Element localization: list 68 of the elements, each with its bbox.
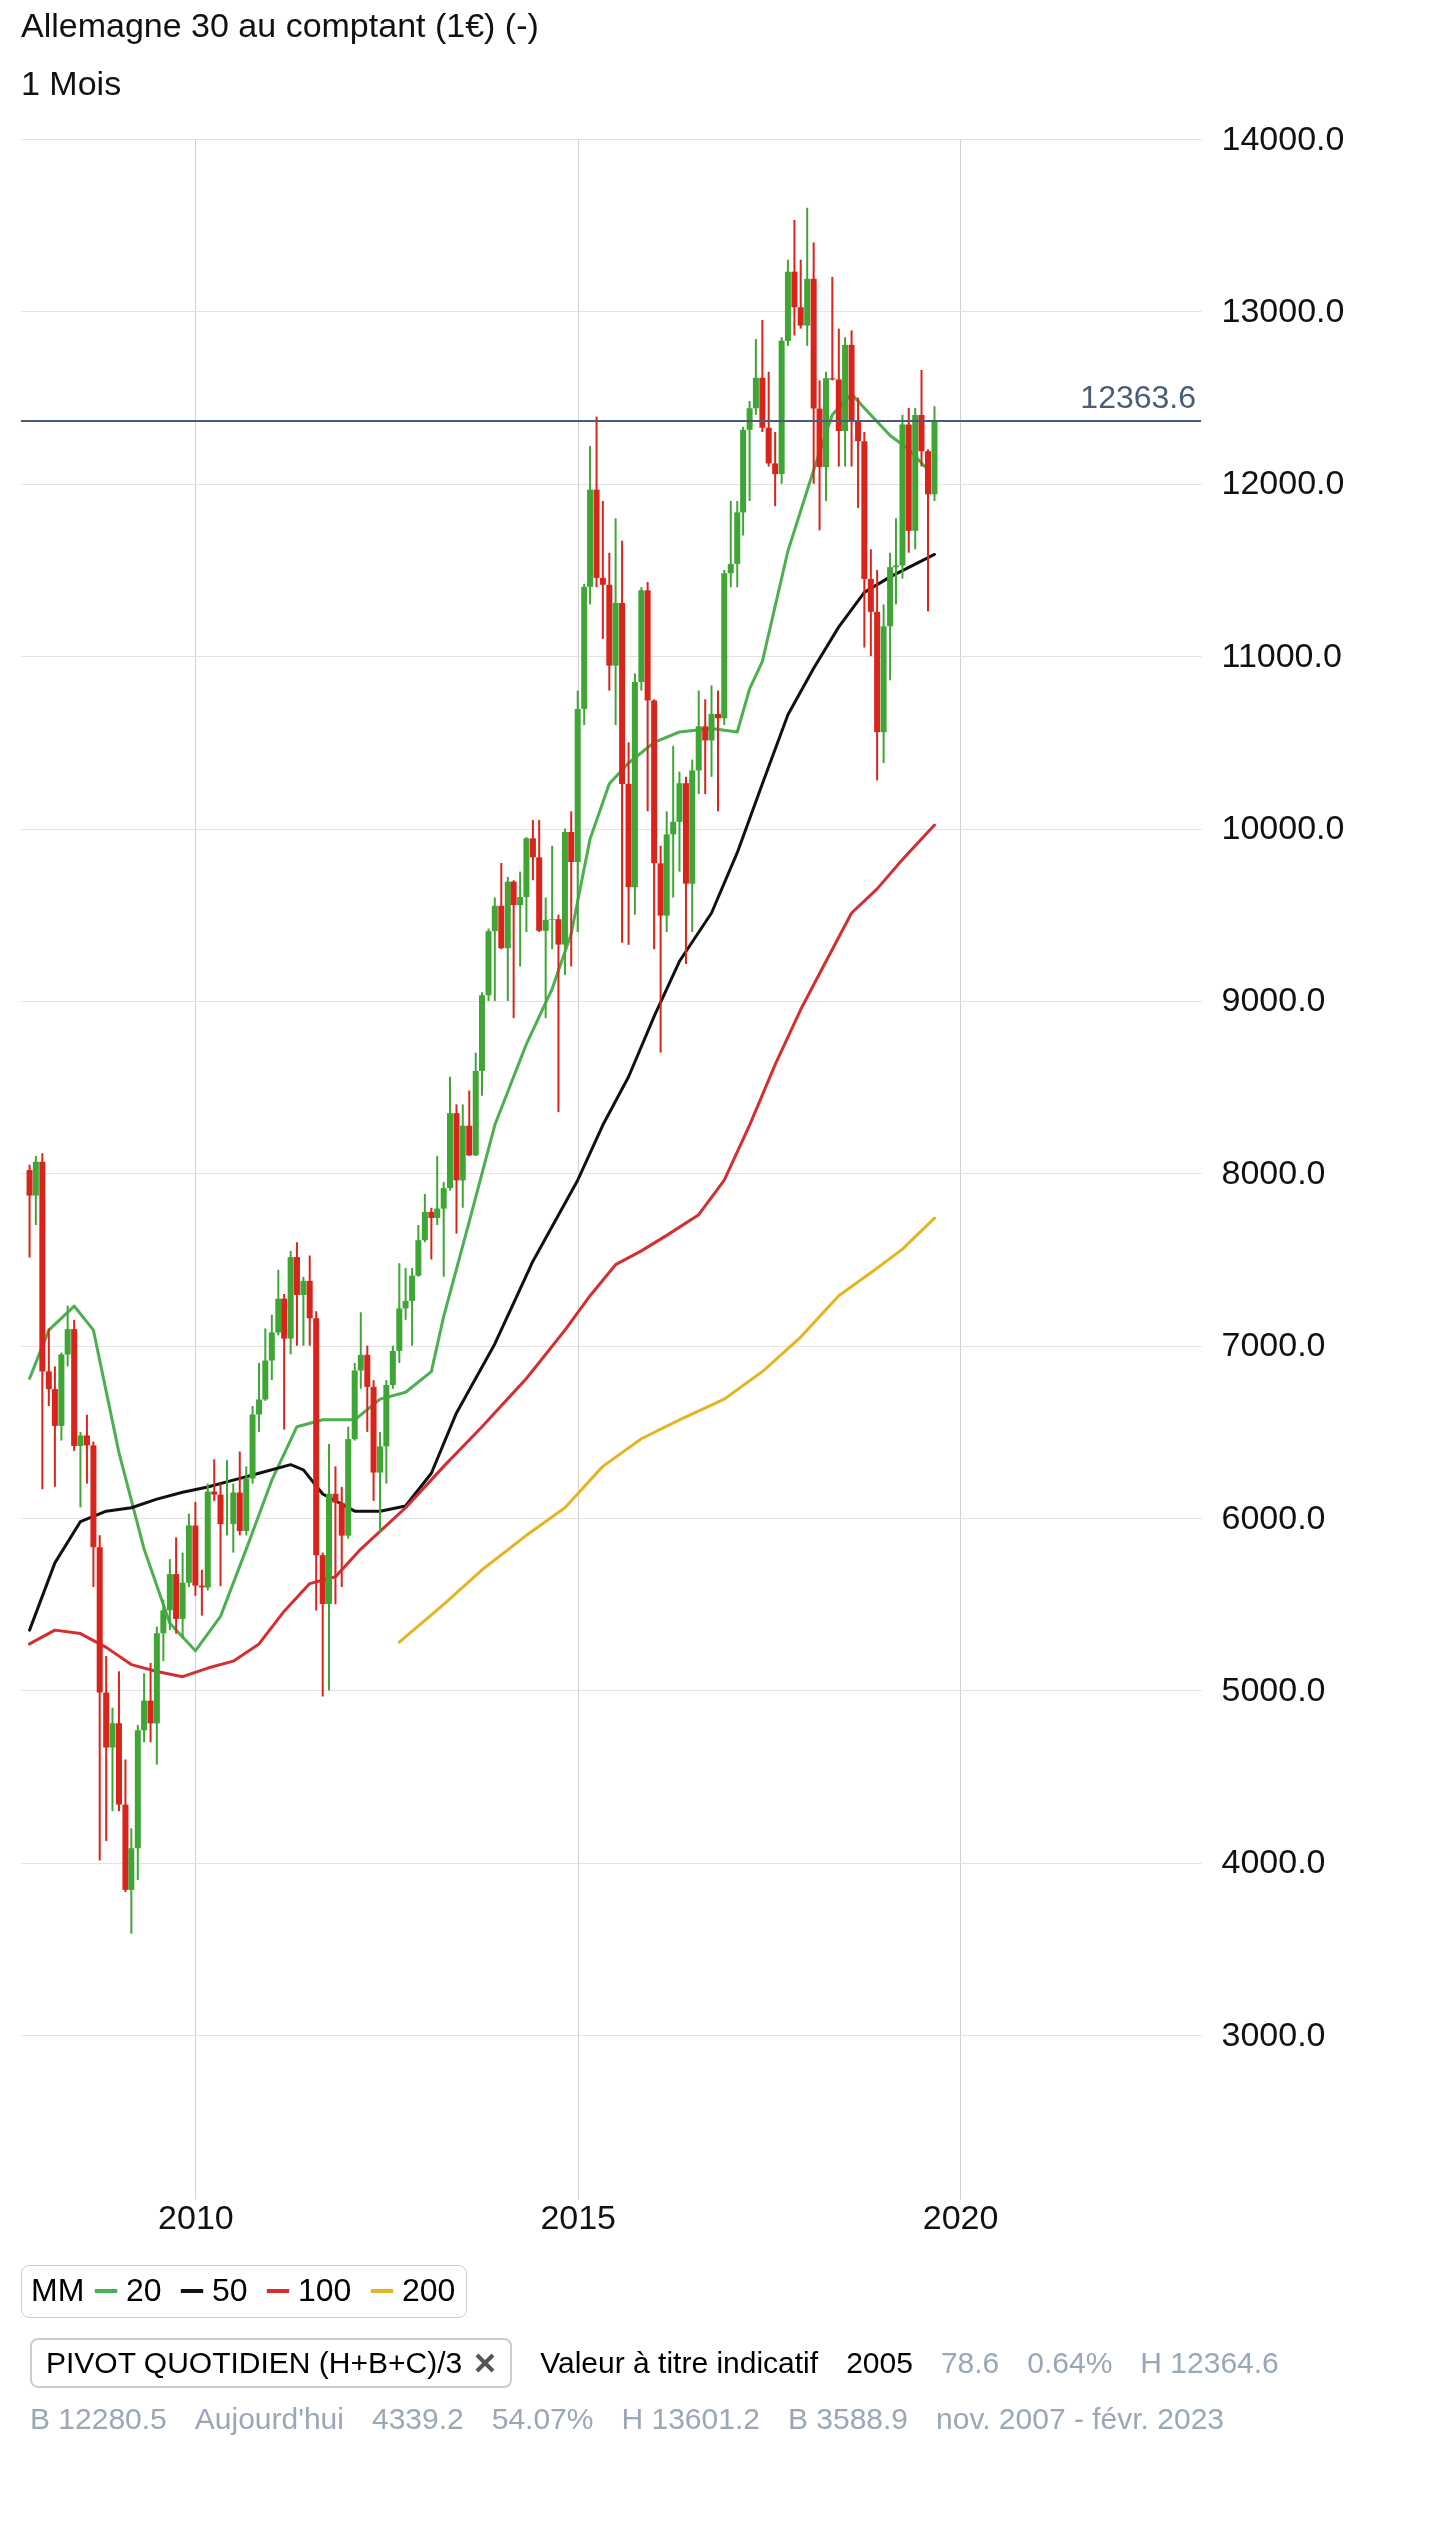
candlestick <box>77 1430 84 1509</box>
text: H 12364.6 <box>1140 2346 1279 2380</box>
y-tick-label: 14000.0 <box>1221 118 1345 157</box>
candlestick <box>256 1361 263 1433</box>
y-tick-label: 10000.0 <box>1221 808 1345 847</box>
line-series <box>28 823 936 1679</box>
candlestick <box>300 1275 307 1347</box>
text: 2005 <box>846 2346 913 2380</box>
text: 4339.2 <box>371 2402 464 2436</box>
text: nov. 2007 - févr. 2023 <box>936 2402 1225 2436</box>
text: Aujourd'hui <box>194 2402 344 2436</box>
candlestick <box>147 1661 154 1744</box>
candlestick <box>892 517 899 606</box>
candlestick <box>83 1413 90 1485</box>
candlestick <box>529 818 536 882</box>
y-tick-label: 9000.0 <box>1221 980 1326 1019</box>
candlestick <box>434 1155 441 1227</box>
candlestick <box>797 258 804 330</box>
y-tick-label: 3000.0 <box>1221 2014 1326 2053</box>
legend-title: MM <box>31 2272 85 2308</box>
y-tick-label: 8000.0 <box>1221 1152 1326 1191</box>
x-tick-label: 2020 <box>922 2197 999 2236</box>
text: B 3588.9 <box>787 2402 909 2436</box>
text: PIVOT QUOTIDIEN (H+B+C)/3 <box>46 2346 463 2380</box>
candlestick <box>332 1465 339 1606</box>
y-tick-label: 7000.0 <box>1221 1325 1326 1364</box>
text: Valeur à titre indicatif <box>540 2346 819 2380</box>
y-tick-label: 4000.0 <box>1221 1842 1326 1881</box>
candlestick <box>772 431 779 508</box>
y-tick-label: 12000.0 <box>1221 463 1345 502</box>
text: H 13601.2 <box>621 2402 760 2436</box>
candlestick <box>855 396 862 509</box>
legend-label: 50 <box>212 2272 248 2308</box>
y-tick-label: 5000.0 <box>1221 1669 1326 1708</box>
text: B 12280.5 <box>30 2402 167 2436</box>
candlestick <box>211 1458 218 1502</box>
candlestick <box>402 1267 409 1321</box>
candlestick <box>517 870 524 968</box>
candlestick <box>428 1206 435 1261</box>
y-tick-label: 6000.0 <box>1221 1497 1326 1536</box>
candlestick <box>727 500 734 589</box>
candlestick <box>542 896 549 1020</box>
legend-label: 20 <box>126 2272 162 2308</box>
text: 54.07% <box>491 2402 594 2436</box>
candlestick <box>549 844 556 951</box>
candlestick <box>45 1327 52 1408</box>
candlestick <box>599 500 606 640</box>
y-tick-label: 13000.0 <box>1221 290 1345 329</box>
x-tick-label: 2010 <box>158 2197 234 2236</box>
y-tick-label: 11000.0 <box>1221 635 1342 674</box>
candlestick <box>440 1180 447 1278</box>
candlestick <box>670 744 677 899</box>
ref-line-label: 12363.6 <box>1080 379 1196 416</box>
candlestick <box>702 698 709 796</box>
legend-label: 200 <box>402 2272 456 2308</box>
legend-label: 100 <box>298 2272 352 2308</box>
text: 0.64% <box>1027 2346 1113 2380</box>
candlestick <box>510 879 517 1020</box>
x-tick-label: 2015 <box>540 2197 617 2236</box>
candlestick <box>555 913 562 1114</box>
candlestick <box>357 1311 364 1390</box>
chart-title: Allemagne 30 au comptant (1€) (-) <box>21 6 539 44</box>
candlestick <box>160 1598 167 1663</box>
chart-subtitle: 1 Mois <box>21 64 122 102</box>
candlestick <box>714 689 721 813</box>
line-series <box>397 1216 936 1644</box>
candlestick <box>746 400 753 503</box>
text: 78.6 <box>940 2346 1000 2380</box>
